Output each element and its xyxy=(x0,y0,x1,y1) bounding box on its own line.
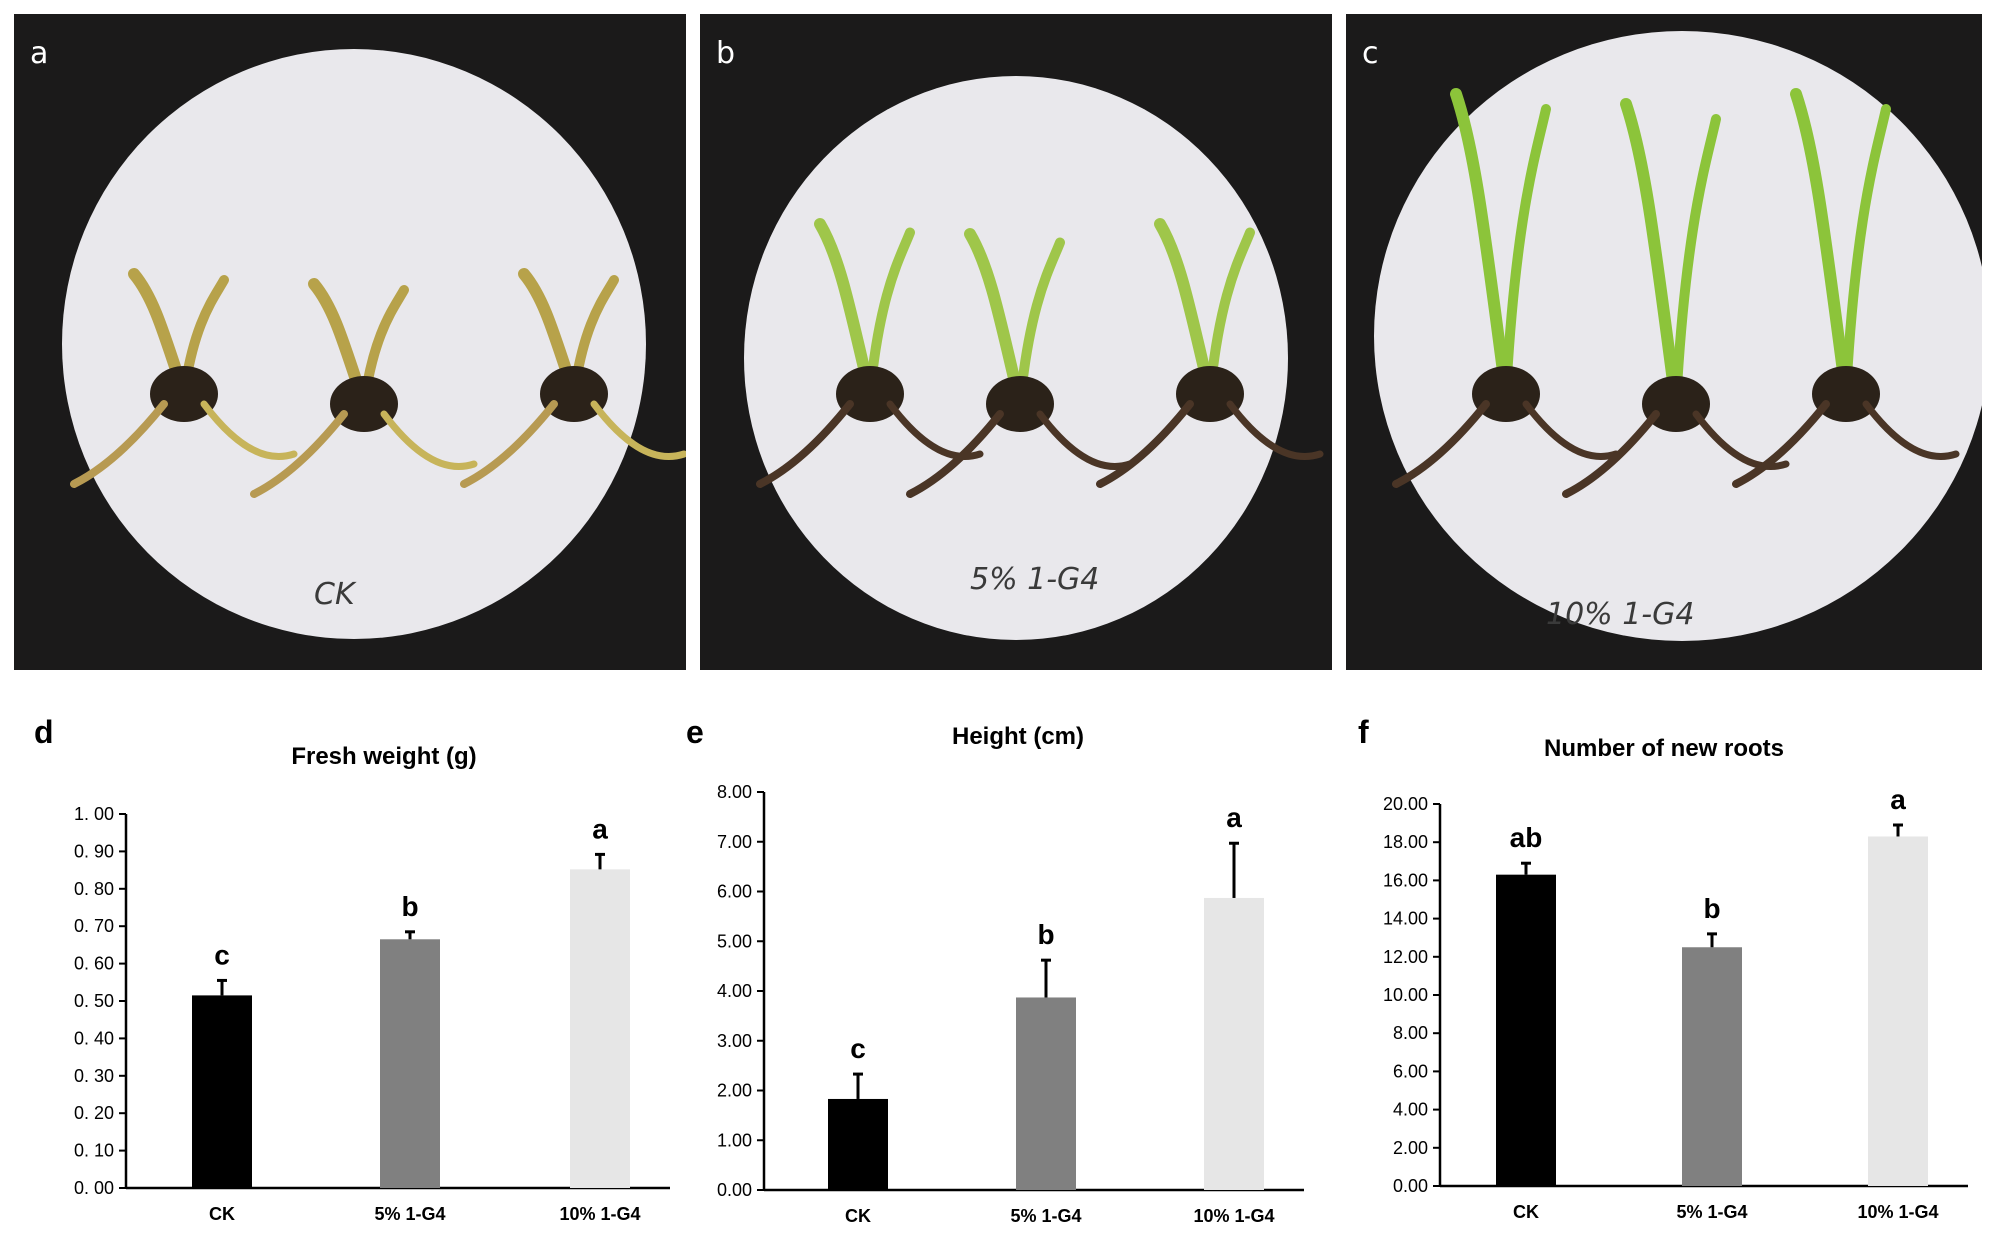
y-tick-label: 6.00 xyxy=(717,882,752,902)
y-tick-label: 0. 60 xyxy=(74,954,114,974)
y-tick-label: 7.00 xyxy=(717,832,752,852)
y-tick-label: 8.00 xyxy=(1393,1023,1428,1043)
bar xyxy=(380,939,440,1188)
new-roots-chart: Number of new roots 0.00 2.00 4.00 6.00 8.00 1… xyxy=(1383,735,1968,1222)
photo-panel-c: 10% 1-G4 c xyxy=(1346,14,1982,670)
paper-disc xyxy=(62,49,646,639)
photo-panel-b: 5% 1-G4 b xyxy=(700,14,1332,670)
paper-disc xyxy=(744,76,1288,640)
y-tick-label: 0. 10 xyxy=(74,1141,114,1161)
significance-label: c xyxy=(850,1033,866,1064)
y-tick-label: 2.00 xyxy=(717,1081,752,1101)
y-tick-label: 14.00 xyxy=(1383,909,1428,929)
panel-letter-a: a xyxy=(30,36,49,71)
significance-label: b xyxy=(401,891,418,922)
photo-5pct-image: 5% 1-G4 xyxy=(744,76,1324,640)
significance-label: c xyxy=(214,939,230,970)
bar xyxy=(1016,997,1076,1190)
x-tick-label: 5% 1-G4 xyxy=(374,1204,445,1224)
y-tick-label: 0. 30 xyxy=(74,1066,114,1086)
x-tick-label: 10% 1-G4 xyxy=(559,1204,640,1224)
significance-label: ab xyxy=(1510,822,1543,853)
bar xyxy=(570,869,630,1188)
y-tick-label: 0. 50 xyxy=(74,991,114,1011)
y-tick-label: 4.00 xyxy=(717,981,752,1001)
seedling xyxy=(1562,98,1790,498)
y-tick-label: 0. 80 xyxy=(74,879,114,899)
y-tick-label: 0.00 xyxy=(717,1180,752,1200)
fresh-weight-chart: Fresh weight (g) 0. 00 0. 10 0. 20 0. 30 0. 4… xyxy=(74,743,670,1224)
photo-10pct-image: 10% 1-G4 xyxy=(1374,31,1982,641)
significance-label: a xyxy=(1226,802,1242,833)
bar xyxy=(1682,947,1742,1186)
x-tick-label: CK xyxy=(845,1206,871,1226)
disc-handwritten-label: 10% 1-G4 xyxy=(1546,597,1694,632)
chart-title: Number of new roots xyxy=(1544,735,1784,762)
disc-handwritten-label: CK xyxy=(314,577,357,612)
y-tick-label: 0. 40 xyxy=(74,1028,114,1048)
bar xyxy=(192,995,252,1188)
chart-letter-f: f xyxy=(1358,714,1369,750)
y-tick-label: 6.00 xyxy=(1393,1061,1428,1081)
chart-title: Fresh weight (g) xyxy=(291,743,476,770)
y-tick-label: 0. 70 xyxy=(74,916,114,936)
y-tick-label: 8.00 xyxy=(717,782,752,802)
chart-panel-f: f Number of new roots 0.00 2.00 4.00 6.00 8.0… xyxy=(1358,700,1994,1234)
bar xyxy=(1496,874,1556,1186)
y-tick-label: 3.00 xyxy=(717,1031,752,1051)
y-tick-label: 18.00 xyxy=(1383,832,1428,852)
chart-letter-e: e xyxy=(686,714,704,750)
significance-label: a xyxy=(592,813,608,844)
photo-panel-a: CK a xyxy=(14,14,686,670)
photo-ck-image: CK xyxy=(62,49,686,639)
height-chart: Height (cm) 0.00 1.00 2.00 3.00 4.00 5.00 6.00 7… xyxy=(717,723,1304,1226)
seedling xyxy=(70,268,298,488)
x-tick-label: CK xyxy=(1513,1202,1539,1222)
y-tick-label: 10.00 xyxy=(1383,985,1428,1005)
x-tick-label: 5% 1-G4 xyxy=(1010,1206,1081,1226)
seedling xyxy=(250,278,478,498)
seedling xyxy=(1096,218,1324,488)
y-tick-label: 5.00 xyxy=(717,931,752,951)
significance-label: a xyxy=(1890,784,1906,815)
significance-label: b xyxy=(1703,893,1720,924)
significance-label: b xyxy=(1037,919,1054,950)
panel-letter-b: b xyxy=(716,36,736,71)
chart-letter-d: d xyxy=(34,714,54,750)
seedling xyxy=(1732,88,1960,488)
x-tick-label: 10% 1-G4 xyxy=(1857,1202,1938,1222)
y-tick-label: 20.00 xyxy=(1383,794,1428,814)
disc-handwritten-label: 5% 1-G4 xyxy=(970,562,1099,597)
bar xyxy=(1204,897,1264,1190)
y-tick-label: 12.00 xyxy=(1383,947,1428,967)
y-tick-label: 0.00 xyxy=(1393,1176,1428,1196)
y-tick-label: 2.00 xyxy=(1393,1138,1428,1158)
panel-letter-c: c xyxy=(1362,36,1379,71)
y-tick-label: 0. 20 xyxy=(74,1103,114,1123)
y-tick-label: 1. 00 xyxy=(74,804,114,824)
y-tick-label: 1.00 xyxy=(717,1130,752,1150)
x-tick-label: CK xyxy=(209,1204,235,1224)
chart-panel-d: d Fresh weight (g) 0. 00 0. 10 0. 20 0. 30 0.… xyxy=(34,700,674,1234)
seedling xyxy=(460,268,686,488)
x-tick-label: 5% 1-G4 xyxy=(1676,1202,1747,1222)
chart-title: Height (cm) xyxy=(952,723,1084,750)
seedling xyxy=(906,228,1134,498)
y-tick-label: 16.00 xyxy=(1383,870,1428,890)
y-tick-label: 0. 00 xyxy=(74,1178,114,1198)
bar xyxy=(828,1098,888,1190)
bar xyxy=(1868,836,1928,1186)
y-tick-label: 4.00 xyxy=(1393,1100,1428,1120)
chart-panel-e: e Height (cm) 0.00 1.00 2.00 3.00 4.00 5.00 6.0… xyxy=(686,700,1326,1234)
seedling xyxy=(756,218,984,488)
seedling xyxy=(1392,88,1620,488)
y-tick-label: 0. 90 xyxy=(74,841,114,861)
x-tick-label: 10% 1-G4 xyxy=(1193,1206,1274,1226)
